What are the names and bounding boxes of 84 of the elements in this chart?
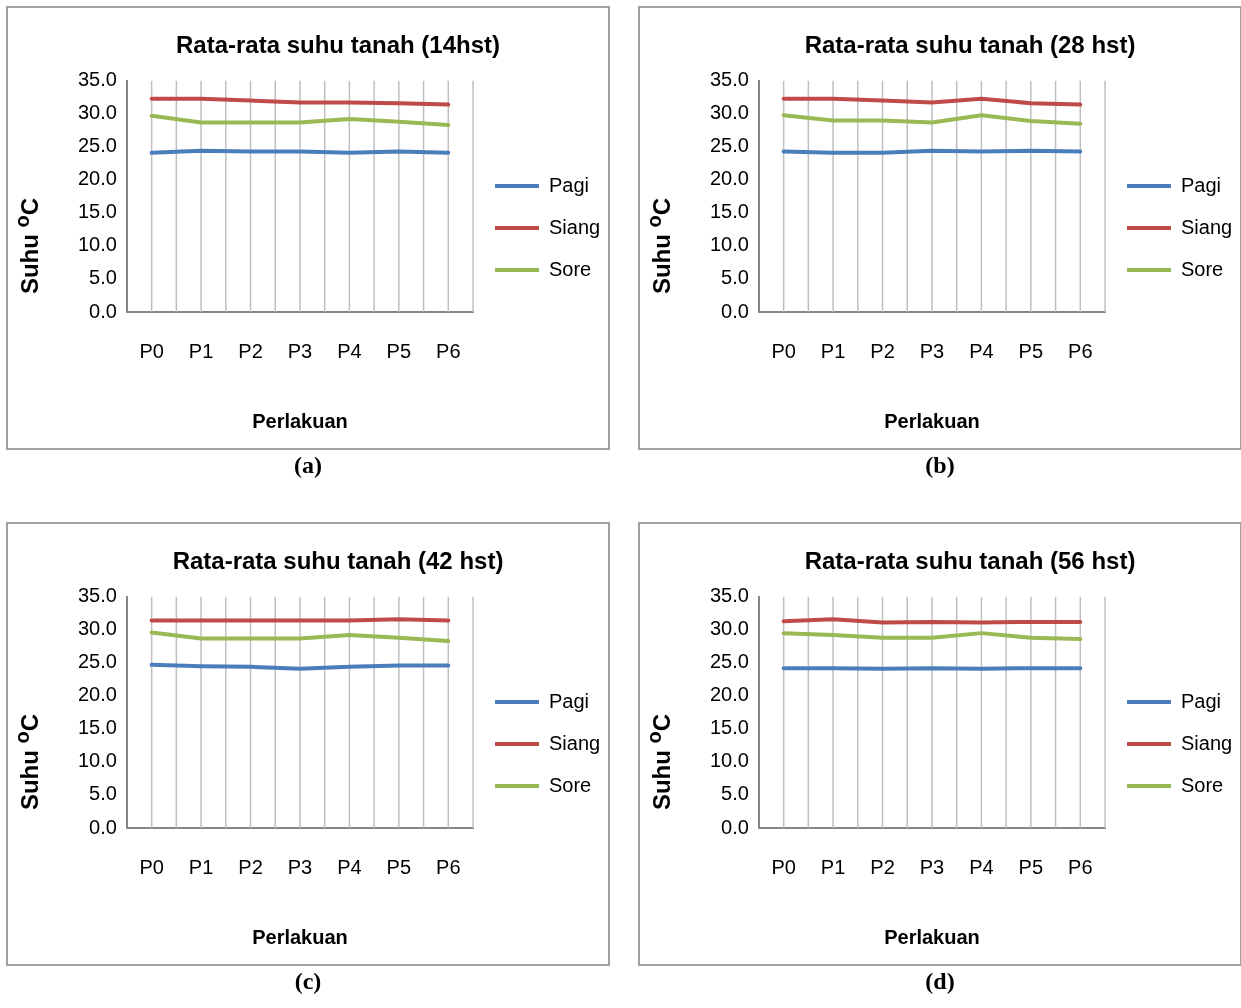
x-tick-label: P2 <box>870 855 895 878</box>
legend-label: Pagi <box>549 173 590 196</box>
y-tick-label: 10.0 <box>709 749 749 772</box>
y-tick-label: 10.0 <box>77 233 117 256</box>
legend-label: Sore <box>1181 773 1224 796</box>
x-tick-label: P5 <box>1018 339 1044 362</box>
x-tick-label: P6 <box>1068 855 1093 878</box>
y-tick-label: 5.0 <box>721 266 749 289</box>
chart-title: Rata-rata suhu tanah (14hst) <box>175 31 501 59</box>
legend-label: Sore <box>1181 257 1224 280</box>
y-tick-label: 5.0 <box>89 266 117 289</box>
x-tick-label: P4 <box>337 855 362 878</box>
legend-label: Pagi <box>1181 173 1222 196</box>
legend-label: Siang <box>1181 731 1233 754</box>
x-tick-label: P4 <box>969 855 994 878</box>
legend-label: Siang <box>549 731 601 754</box>
text: (a) <box>293 452 323 479</box>
x-tick-label: P3 <box>287 855 313 878</box>
x-tick-label: P0 <box>771 855 796 878</box>
x-tick-label: P1 <box>188 339 214 362</box>
legend-label: Sore <box>549 773 592 796</box>
x-tick-label: P5 <box>386 855 412 878</box>
text: (c) <box>293 968 323 995</box>
y-tick-label: 15.0 <box>77 716 117 739</box>
y-tick-label: 10.0 <box>709 233 749 256</box>
y-tick-label: 0.0 <box>721 815 749 838</box>
legend-label: Siang <box>1181 215 1233 238</box>
y-tick-label: 5.0 <box>89 782 117 805</box>
y-tick-label: 0.0 <box>89 299 117 322</box>
y-tick-label: 35.0 <box>709 584 749 607</box>
legend-label: Pagi <box>1181 689 1222 712</box>
y-tick-label: 5.0 <box>721 782 749 805</box>
y-tick-label: 25.0 <box>709 650 749 673</box>
x-tick-label: P1 <box>820 855 846 878</box>
y-tick-label: 35.0 <box>77 68 117 91</box>
y-tick-label: 35.0 <box>709 68 749 91</box>
y-tick-label: 0.0 <box>89 815 117 838</box>
text: (b) <box>924 452 956 479</box>
x-tick-label: P0 <box>139 339 164 362</box>
y-tick-label: 15.0 <box>709 200 749 223</box>
legend-label: Sore <box>549 257 592 280</box>
y-tick-label: 25.0 <box>77 134 117 157</box>
x-tick-label: P4 <box>337 339 362 362</box>
legend-label: Siang <box>549 215 601 238</box>
x-tick-label: P1 <box>820 339 846 362</box>
x-tick-label: P3 <box>287 339 313 362</box>
y-tick-label: 20.0 <box>77 167 117 190</box>
x-tick-label: P6 <box>436 855 461 878</box>
y-tick-label: 35.0 <box>77 584 117 607</box>
y-tick-label: 30.0 <box>77 101 117 124</box>
x-tick-label: P6 <box>436 339 461 362</box>
y-tick-label: 0.0 <box>721 299 749 322</box>
chart-title: Rata-rata suhu tanah (42 hst) <box>172 547 504 575</box>
legend-label: Pagi <box>549 689 590 712</box>
x-tick-label: P2 <box>870 339 895 362</box>
y-tick-label: 25.0 <box>709 134 749 157</box>
x-axis-title: Perlakuan <box>884 409 980 432</box>
x-tick-label: P1 <box>188 855 214 878</box>
y-tick-label: 15.0 <box>709 716 749 739</box>
x-tick-label: P3 <box>919 339 945 362</box>
x-tick-label: P6 <box>1068 339 1093 362</box>
x-tick-label: P4 <box>969 339 994 362</box>
x-tick-label: P0 <box>771 339 796 362</box>
y-tick-label: 30.0 <box>77 617 117 640</box>
x-tick-label: P5 <box>386 339 412 362</box>
x-tick-label: P2 <box>238 339 263 362</box>
y-tick-label: 30.0 <box>709 617 749 640</box>
text: (d) <box>924 968 956 995</box>
x-tick-label: P5 <box>1018 855 1044 878</box>
chart-title: Rata-rata suhu tanah (28 hst) <box>804 31 1136 59</box>
x-tick-label: P2 <box>238 855 263 878</box>
y-tick-label: 20.0 <box>709 167 749 190</box>
x-tick-label: P0 <box>139 855 164 878</box>
y-tick-label: 30.0 <box>709 101 749 124</box>
y-tick-label: 20.0 <box>709 683 749 706</box>
x-axis-title: Perlakuan <box>884 925 980 948</box>
x-tick-label: P3 <box>919 855 945 878</box>
x-axis-title: Perlakuan <box>252 409 348 432</box>
chart-title: Rata-rata suhu tanah (56 hst) <box>804 547 1136 575</box>
y-tick-label: 20.0 <box>77 683 117 706</box>
y-tick-label: 25.0 <box>77 650 117 673</box>
y-tick-label: 15.0 <box>77 200 117 223</box>
x-axis-title: Perlakuan <box>252 925 348 948</box>
y-tick-label: 10.0 <box>77 749 117 772</box>
